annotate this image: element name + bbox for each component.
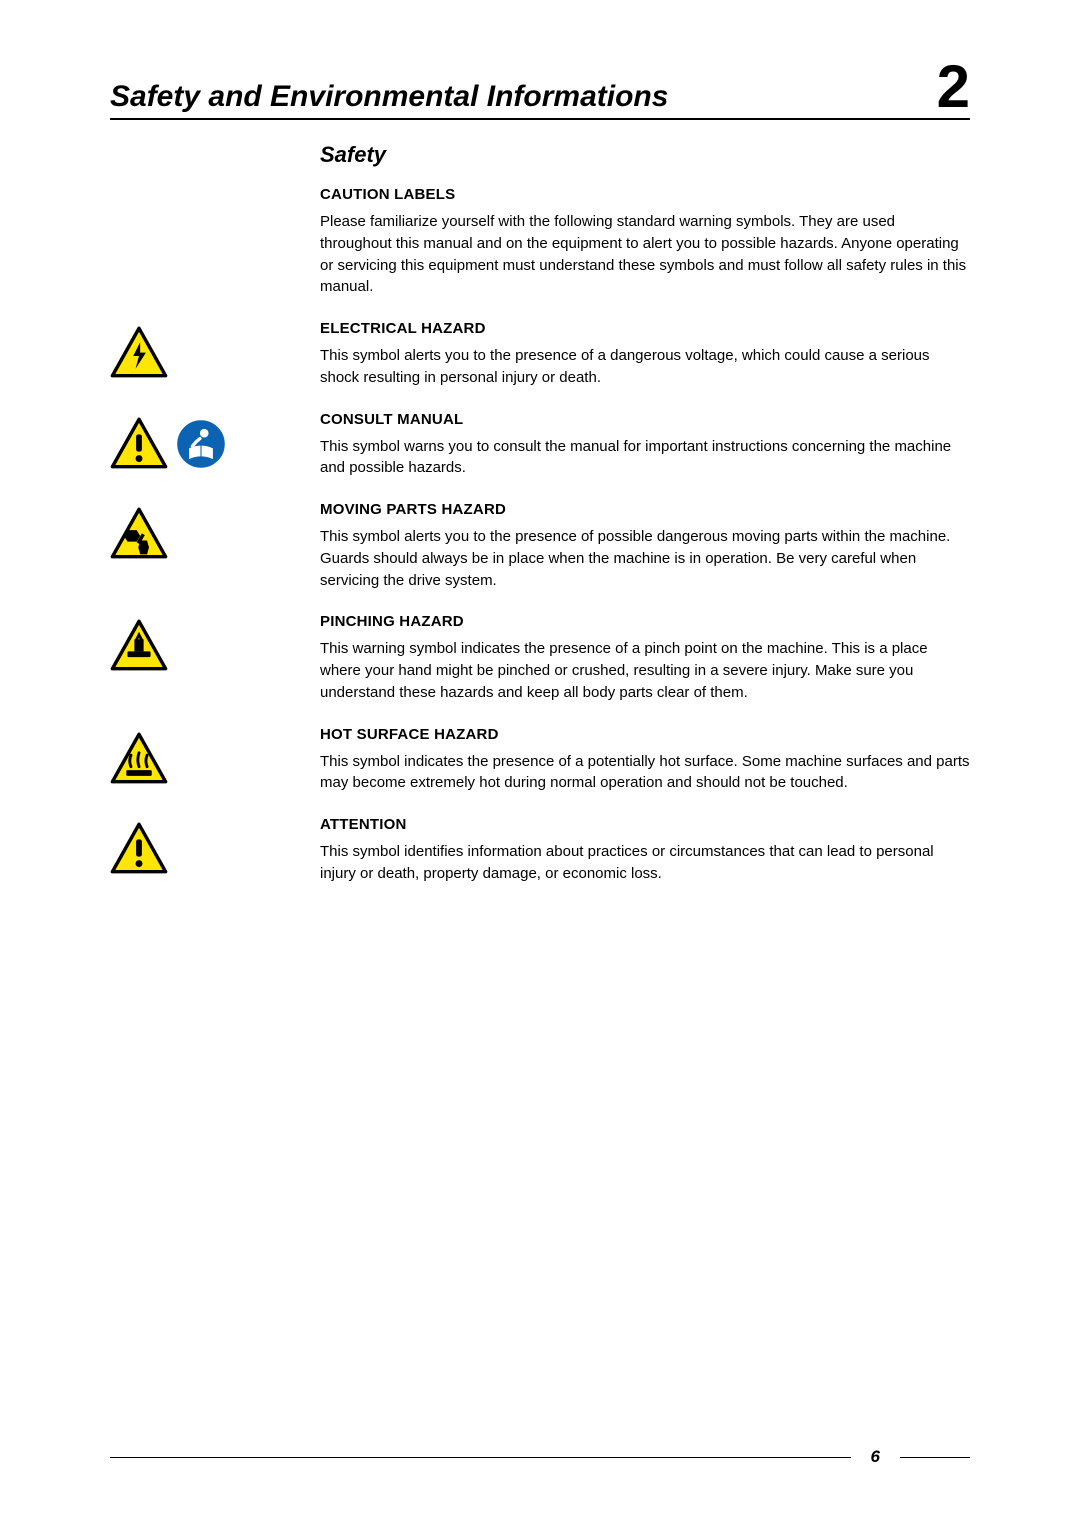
electrical-hazard-icon <box>110 326 168 378</box>
body-electrical: This symbol alerts you to the presence o… <box>320 345 970 389</box>
body-caution-labels: Please familiarize yourself with the fol… <box>320 211 970 298</box>
icon-cell-pinching <box>110 613 310 725</box>
icon-cell-hot <box>110 726 310 817</box>
page-number: 6 <box>867 1447 884 1467</box>
body-consult: This symbol warns you to consult the man… <box>320 436 970 480</box>
text-cell-2: CONSULT MANUAL This symbol warns you to … <box>320 411 970 502</box>
moving-parts-hazard-icon <box>110 507 168 559</box>
page-footer: 6 <box>110 1447 970 1467</box>
icon-cell-electrical <box>110 320 310 411</box>
text-cell-3: MOVING PARTS HAZARD This symbol alerts y… <box>320 501 970 613</box>
attention-icon <box>110 417 168 469</box>
chapter-header: Safety and Environmental Informations 2 <box>110 60 970 120</box>
text-cell-6: ATTENTION This symbol identifies informa… <box>320 816 970 907</box>
hot-surface-hazard-icon <box>110 732 168 784</box>
heading-moving: MOVING PARTS HAZARD <box>320 501 970 518</box>
text-cell-4: PINCHING HAZARD This warning symbol indi… <box>320 613 970 725</box>
heading-consult: CONSULT MANUAL <box>320 411 970 428</box>
icon-cell-consult <box>110 411 310 502</box>
text-cell-5: HOT SURFACE HAZARD This symbol indicates… <box>320 726 970 817</box>
text-cell-1: ELECTRICAL HAZARD This symbol alerts you… <box>320 320 970 411</box>
chapter-number: 2 <box>937 60 970 114</box>
attention-icon <box>110 822 168 874</box>
icon-cell-attention <box>110 816 310 907</box>
body-attention: This symbol identifies information about… <box>320 841 970 885</box>
heading-caution-labels: CAUTION LABELS <box>320 186 970 203</box>
text-cell-0: Safety CAUTION LABELS Please familiarize… <box>320 142 970 320</box>
read-manual-icon <box>174 417 228 471</box>
pinching-hazard-icon <box>110 619 168 671</box>
body-pinching: This warning symbol indicates the presen… <box>320 638 970 703</box>
heading-electrical: ELECTRICAL HAZARD <box>320 320 970 337</box>
body-hot: This symbol indicates the presence of a … <box>320 751 970 795</box>
footer-rule-left <box>110 1457 851 1458</box>
page: Safety and Environmental Informations 2 … <box>0 0 1080 1527</box>
heading-attention: ATTENTION <box>320 816 970 833</box>
footer-rule-right <box>900 1457 970 1458</box>
icon-cell-moving <box>110 501 310 613</box>
heading-pinching: PINCHING HAZARD <box>320 613 970 630</box>
heading-hot: HOT SURFACE HAZARD <box>320 726 970 743</box>
body-moving: This symbol alerts you to the presence o… <box>320 526 970 591</box>
section-title: Safety <box>320 142 970 168</box>
icon-cell-empty <box>110 142 310 320</box>
chapter-title: Safety and Environmental Informations <box>110 80 668 114</box>
content-grid: Safety CAUTION LABELS Please familiarize… <box>110 142 970 907</box>
